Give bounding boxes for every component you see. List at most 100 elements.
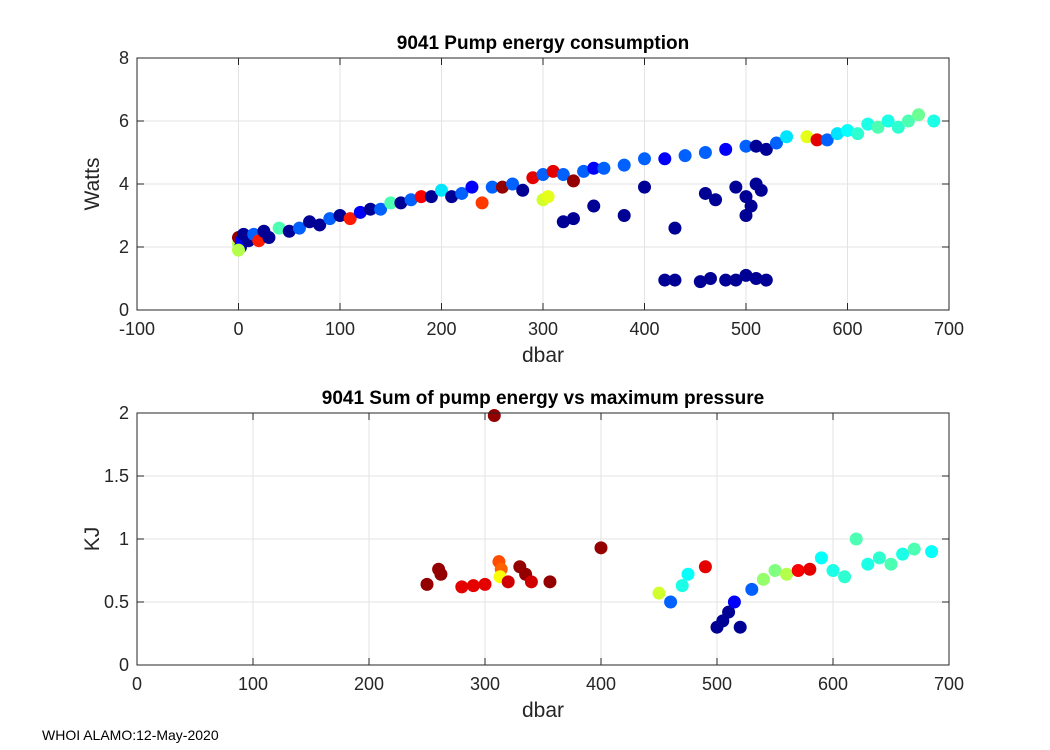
data-point xyxy=(675,579,689,593)
data-point xyxy=(597,161,611,175)
data-point xyxy=(556,215,570,229)
data-point xyxy=(769,136,783,150)
data-point xyxy=(587,161,601,175)
y-tick-label: 6 xyxy=(119,111,129,131)
data-point xyxy=(830,127,844,141)
footer-label: WHOI ALAMO:12-May-2020 xyxy=(42,727,219,743)
data-point xyxy=(849,532,863,546)
data-point xyxy=(810,133,824,147)
y-tick-label: 2 xyxy=(119,403,129,423)
data-point xyxy=(896,547,910,561)
y-tick-label: 0 xyxy=(119,300,129,320)
data-point xyxy=(668,273,682,287)
data-point xyxy=(501,575,515,589)
data-point xyxy=(681,567,695,581)
data-point xyxy=(759,142,773,156)
data-point xyxy=(566,174,580,188)
y-tick-label: 2 xyxy=(119,237,129,257)
data-point xyxy=(475,196,489,210)
data-point xyxy=(485,180,499,194)
data-point xyxy=(272,221,286,235)
data-point xyxy=(814,551,828,565)
data-point xyxy=(232,243,245,257)
data-point xyxy=(262,231,276,245)
data-point xyxy=(587,199,601,213)
y-tick-label: 8 xyxy=(119,48,129,68)
data-point xyxy=(739,268,753,282)
data-point xyxy=(658,152,672,166)
data-point xyxy=(465,180,479,194)
data-point xyxy=(826,564,840,577)
data-point xyxy=(424,190,438,204)
x-tick-label: 100 xyxy=(325,319,355,339)
y-tick-label: 0 xyxy=(119,655,129,675)
data-point xyxy=(466,579,480,593)
data-point xyxy=(652,586,666,600)
data-point xyxy=(722,605,736,619)
data-point xyxy=(374,202,388,216)
chart-title: 9041 Sum of pump energy vs maximum press… xyxy=(322,388,764,409)
x-tick-label: -100 xyxy=(119,319,155,339)
data-point xyxy=(638,152,651,166)
data-point xyxy=(756,572,770,586)
data-point xyxy=(543,575,557,589)
data-point xyxy=(434,567,448,581)
x-tick-label: 0 xyxy=(132,674,142,694)
data-point xyxy=(891,120,905,134)
data-point xyxy=(749,272,763,285)
x-tick-label: 700 xyxy=(934,319,964,339)
data-point xyxy=(739,139,753,153)
x-tick-label: 0 xyxy=(233,319,243,339)
x-tick-label: 600 xyxy=(832,319,862,339)
y-tick-label: 1 xyxy=(119,529,129,549)
data-point xyxy=(404,193,418,207)
data-point xyxy=(907,542,921,556)
data-point xyxy=(768,564,782,577)
data-point xyxy=(719,273,733,287)
data-point xyxy=(733,620,747,634)
data-point xyxy=(487,409,501,423)
x-tick-label: 300 xyxy=(528,319,558,339)
data-point xyxy=(754,183,768,197)
x-tick-label: 400 xyxy=(629,319,659,339)
data-point xyxy=(861,557,875,571)
data-point xyxy=(313,218,327,232)
data-point xyxy=(435,183,448,197)
data-point xyxy=(664,595,678,609)
data-point xyxy=(566,212,580,226)
x-tick-label: 200 xyxy=(354,674,384,694)
data-point xyxy=(343,212,357,226)
data-point xyxy=(709,193,723,207)
x-tick-label: 400 xyxy=(586,674,616,694)
data-point xyxy=(658,273,672,287)
data-point xyxy=(333,209,347,222)
data-point xyxy=(323,212,337,226)
data-point xyxy=(556,168,570,182)
data-point xyxy=(526,171,540,185)
data-point xyxy=(820,133,834,147)
data-point xyxy=(745,582,759,596)
y-tick-label: 4 xyxy=(119,174,129,194)
plot-sum-energy-vs-pressure: 0 100 200 300 400 500 600 700 0 0.5 1 1.5 2 9041 Sum … xyxy=(81,388,964,722)
data-point xyxy=(455,186,469,200)
data-point xyxy=(541,190,555,204)
data-point xyxy=(678,149,692,163)
data-point xyxy=(455,580,469,594)
data-point xyxy=(292,221,306,235)
data-point xyxy=(698,186,712,200)
data-point xyxy=(516,183,530,197)
data-point xyxy=(617,209,631,222)
data-point xyxy=(841,123,854,137)
x-axis-label: dbar xyxy=(522,344,564,367)
data-point xyxy=(668,221,682,235)
data-point xyxy=(881,114,895,128)
data-point xyxy=(420,577,434,591)
x-tick-label: 500 xyxy=(731,319,761,339)
data-point xyxy=(414,190,428,204)
data-point xyxy=(901,114,915,128)
data-point xyxy=(744,199,758,213)
data-point xyxy=(506,177,520,191)
data-point xyxy=(780,567,794,581)
data-point xyxy=(638,180,651,194)
data-point xyxy=(727,595,741,609)
